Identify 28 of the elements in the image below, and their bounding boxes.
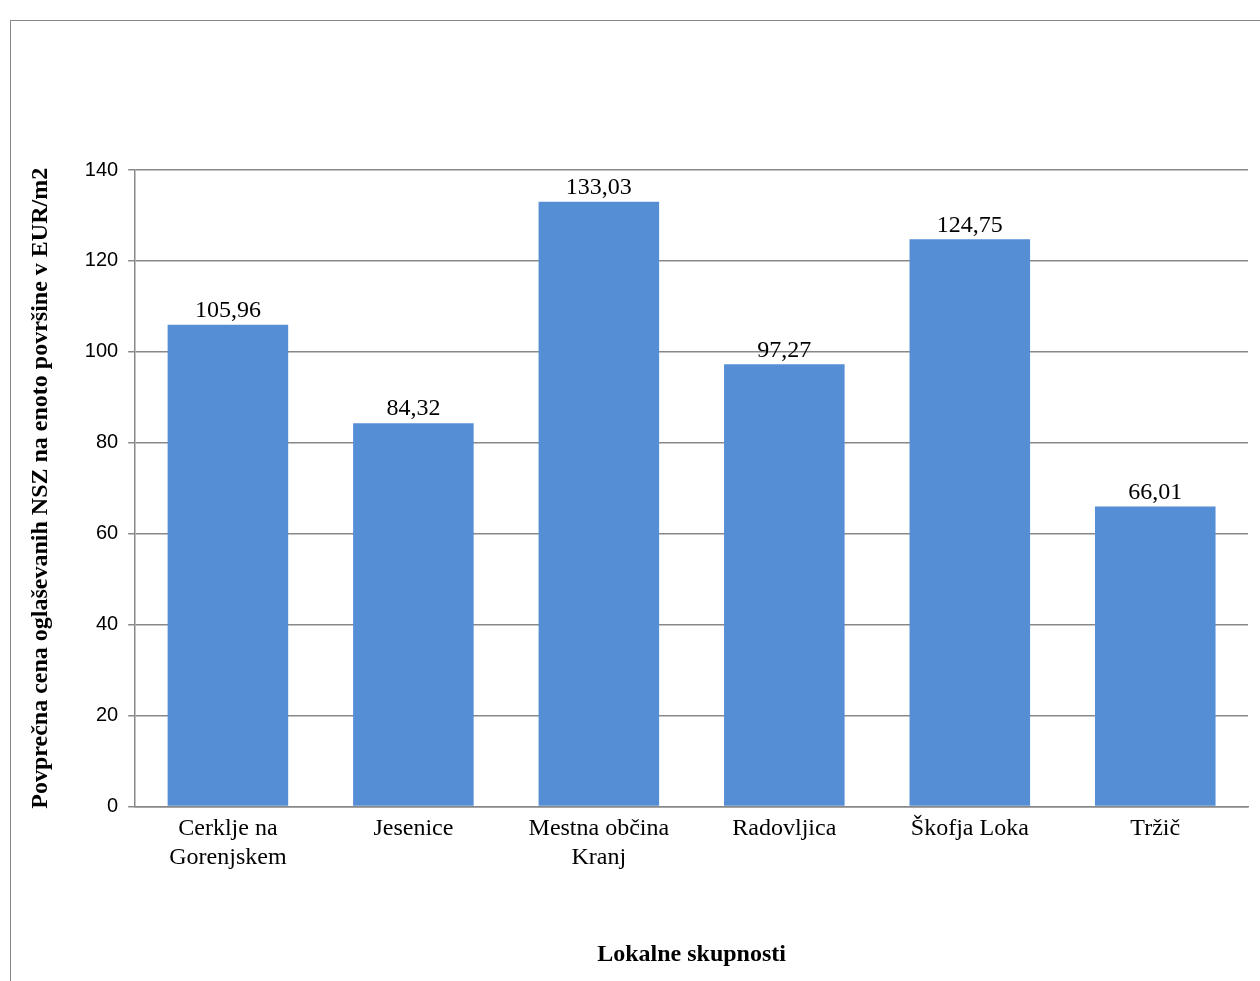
y-tick-label: 60 bbox=[95, 521, 119, 544]
x-axis-title: Lokalne skupnosti bbox=[597, 939, 787, 966]
y-tick-label: 100 bbox=[84, 339, 119, 362]
data-label: 97,27 bbox=[757, 335, 812, 362]
data-label: 105,96 bbox=[194, 296, 261, 323]
x-tick-label: Cerklje na Gorenjskem bbox=[169, 814, 287, 870]
data-label: 66,01 bbox=[1128, 477, 1183, 504]
bar bbox=[1094, 506, 1216, 806]
x-tick-label: Jesenice bbox=[373, 814, 454, 841]
y-tick-label: 0 bbox=[107, 794, 119, 817]
y-tick-label: 20 bbox=[95, 703, 119, 726]
bar bbox=[353, 423, 474, 806]
bar bbox=[724, 364, 845, 806]
y-tick-label: 40 bbox=[95, 612, 119, 635]
y-tick-label: 120 bbox=[84, 248, 119, 271]
data-label: 124,75 bbox=[936, 210, 1003, 237]
x-tick-label: Tržič bbox=[1130, 814, 1181, 841]
bar bbox=[909, 239, 1031, 806]
x-tick-label: Radovljica bbox=[732, 814, 837, 841]
y-tick-label: 80 bbox=[95, 430, 119, 453]
data-label: 84,32 bbox=[386, 394, 441, 421]
data-label: 133,03 bbox=[565, 172, 632, 199]
bar bbox=[167, 324, 289, 806]
x-tick-label: Škofja Loka bbox=[910, 814, 1030, 841]
bar bbox=[538, 201, 660, 806]
x-tick-label: Mestna občina Kranj bbox=[528, 814, 670, 870]
y-axis-title: Povprečna cena oglaševanih NSZ na enoto površine v EUR/m2 bbox=[25, 167, 52, 809]
y-tick-label: 140 bbox=[84, 157, 119, 180]
